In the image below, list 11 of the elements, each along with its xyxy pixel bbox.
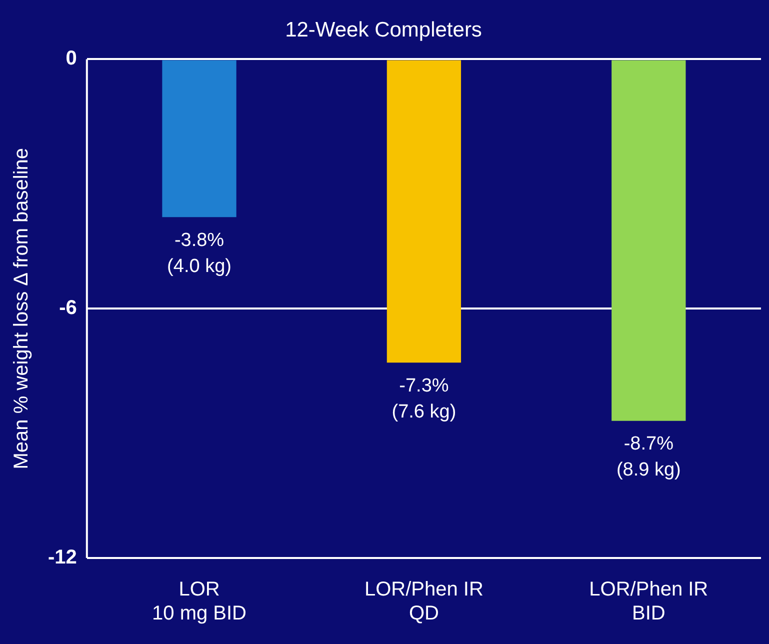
y-axis-title: Mean % weight loss Δ from baseline <box>10 148 33 470</box>
x-tick-label: LOR/Phen IR BID <box>589 578 708 625</box>
y-tick-label: 0 <box>66 48 77 70</box>
data-label: -3.8% (4.0 kg) <box>167 230 232 277</box>
y-tick-label: -12 <box>48 546 77 569</box>
x-tick-label: LOR/Phen IR QD <box>364 578 484 625</box>
y-tick-label: -6 <box>59 297 77 320</box>
chart-title: 12-Week Completers <box>285 18 482 42</box>
data-label: -8.7% (8.9 kg) <box>616 434 681 481</box>
x-tick-label: LOR 10 mg BID <box>152 578 246 625</box>
data-label: -7.3% (7.6 kg) <box>392 375 456 422</box>
